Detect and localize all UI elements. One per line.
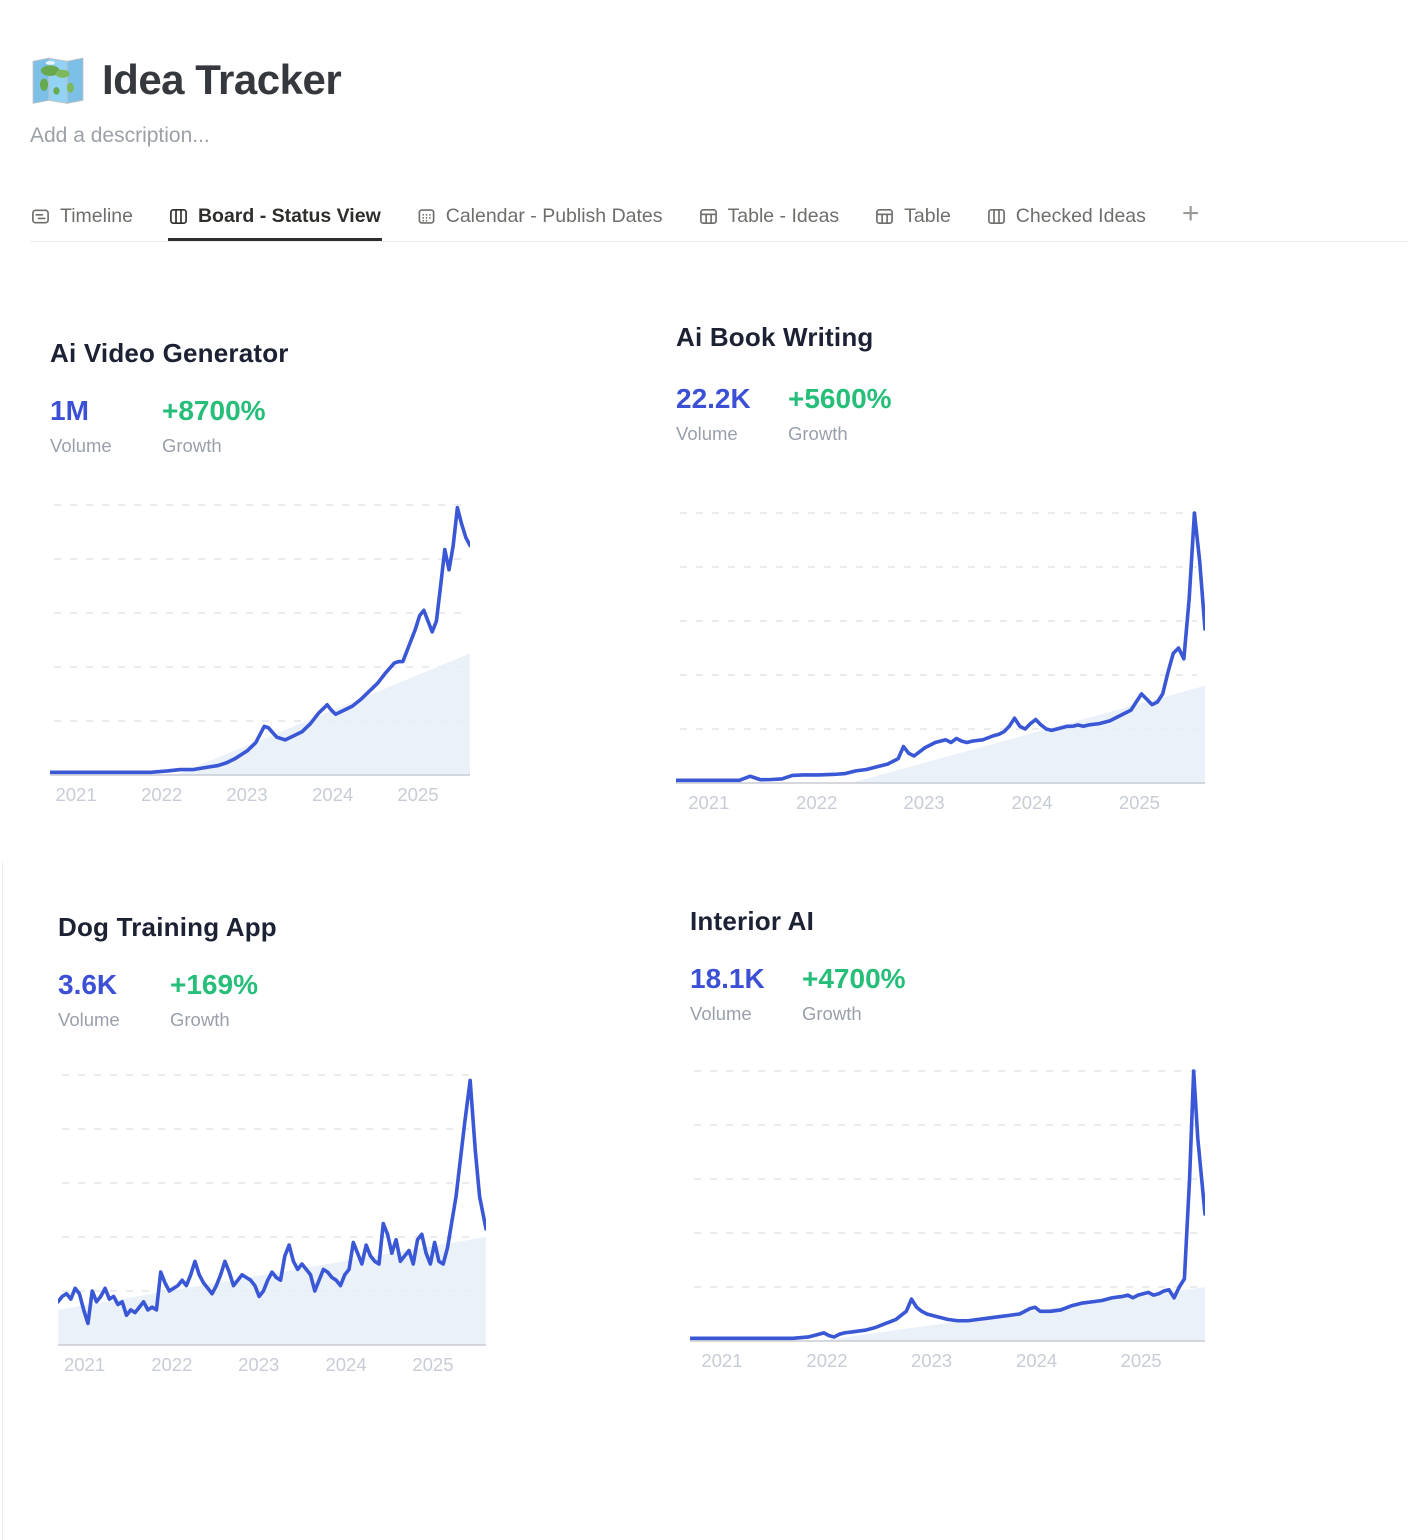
tab-label: Table <box>904 204 951 227</box>
x-axis-label: 2024 <box>1016 1350 1057 1371</box>
volume-label: Volume <box>690 1003 752 1024</box>
stats-row: 22.2K Volume +5600% Growth <box>676 383 1205 445</box>
growth-value: +4700% <box>802 963 906 994</box>
x-axis-label: 2022 <box>796 792 837 813</box>
x-axis-label: 2024 <box>325 1354 366 1375</box>
volume-value: 1M <box>50 395 89 426</box>
stats-row: 18.1K Volume +4700% Growth <box>690 963 1205 1025</box>
x-axis-label: 2021 <box>55 784 96 805</box>
x-axis-label: 2022 <box>806 1350 847 1371</box>
growth-label: Growth <box>788 423 848 444</box>
x-axis-label: 2025 <box>412 1354 453 1375</box>
tab-calendar-publish-dates[interactable]: Calendar - Publish Dates <box>416 194 664 241</box>
trend-line-chart: 2021 2022 2023 2024 2025 <box>676 511 1205 813</box>
tab-table-ideas[interactable]: Table - Ideas <box>698 194 841 241</box>
growth-value: +5600% <box>788 383 892 414</box>
tab-label: Board - Status View <box>197 204 381 227</box>
x-axis-label: 2024 <box>312 784 353 805</box>
board-icon <box>987 207 1006 226</box>
x-axis-label: 2024 <box>1011 792 1052 813</box>
idea-title: Dog Training App <box>58 912 277 942</box>
x-axis-label: 2022 <box>151 1354 192 1375</box>
tab-label: Timeline <box>60 204 133 227</box>
idea-title: Ai Book Writing <box>676 322 874 352</box>
tab-label: Checked Ideas <box>1015 204 1146 227</box>
tab-table[interactable]: Table <box>874 194 952 241</box>
trend-line-chart: 2021 2022 2023 2024 2025 <box>690 1069 1205 1371</box>
stats-row: 3.6K Volume +169% Growth <box>58 969 486 1031</box>
growth-value: +169% <box>170 969 258 1000</box>
x-axis-label: 2023 <box>904 792 945 813</box>
x-axis-label: 2025 <box>1119 792 1160 813</box>
view-tabs: Timeline Board - Status View <box>30 194 1408 242</box>
idea-title: Interior AI <box>690 906 815 936</box>
growth-label: Growth <box>162 435 222 456</box>
page-header: Idea Tracker Add a description... <box>30 52 342 148</box>
x-axis-label: 2021 <box>688 792 729 813</box>
x-axis-label: 2023 <box>911 1350 952 1371</box>
volume-value: 22.2K <box>676 383 751 414</box>
stats-row: 1M Volume +8700% Growth <box>50 395 470 457</box>
world-map-icon[interactable] <box>30 52 86 108</box>
plus-icon: + <box>1181 197 1200 230</box>
trend-line-chart: 2021 2022 2023 2024 2025 <box>50 504 470 805</box>
x-axis-label: 2021 <box>701 1350 742 1371</box>
add-view-button[interactable]: + <box>1181 194 1201 241</box>
board-column-divider <box>2 862 3 1540</box>
volume-label: Volume <box>58 1009 120 1030</box>
volume-label: Volume <box>50 435 112 456</box>
growth-value: +8700% <box>162 395 266 426</box>
x-axis-label: 2023 <box>226 784 267 805</box>
tab-checked-ideas[interactable]: Checked Ideas <box>986 194 1147 241</box>
x-axis-label: 2022 <box>141 784 182 805</box>
x-axis-label: 2023 <box>238 1354 279 1375</box>
volume-label: Volume <box>676 423 738 444</box>
table-icon <box>875 207 894 226</box>
calendar-icon <box>417 207 436 226</box>
board-icon <box>169 207 188 226</box>
x-axis-label: 2025 <box>1121 1350 1162 1371</box>
volume-value: 3.6K <box>58 969 118 1000</box>
page-title[interactable]: Idea Tracker <box>102 56 342 103</box>
tab-board-status-view[interactable]: Board - Status View <box>167 194 382 241</box>
world-map-icon-graphic <box>32 57 84 104</box>
tab-label: Table - Ideas <box>727 204 840 227</box>
growth-label: Growth <box>170 1009 230 1030</box>
tab-timeline[interactable]: Timeline <box>30 194 134 241</box>
idea-card-dog-training-app[interactable]: Dog Training App 3.6K Volume +169% Growt… <box>58 912 486 1377</box>
table-icon <box>699 207 718 226</box>
growth-label: Growth <box>802 1003 862 1024</box>
volume-value: 18.1K <box>690 963 765 994</box>
x-axis-label: 2021 <box>64 1354 105 1375</box>
idea-card-ai-video-generator[interactable]: Ai Video Generator 1M Volume +8700% Grow… <box>50 338 470 807</box>
page-description-placeholder[interactable]: Add a description... <box>30 124 210 147</box>
x-axis-label: 2025 <box>397 784 438 805</box>
timeline-icon <box>31 207 50 226</box>
tab-label: Calendar - Publish Dates <box>445 204 663 227</box>
idea-card-ai-book-writing[interactable]: Ai Book Writing 22.2K Volume +5600% Grow… <box>676 322 1205 815</box>
idea-title: Ai Video Generator <box>50 338 289 368</box>
trend-line-chart: 2021 2022 2023 2024 2025 <box>58 1074 486 1375</box>
idea-card-interior-ai[interactable]: Interior AI 18.1K Volume +4700% Growth 2… <box>690 906 1205 1373</box>
